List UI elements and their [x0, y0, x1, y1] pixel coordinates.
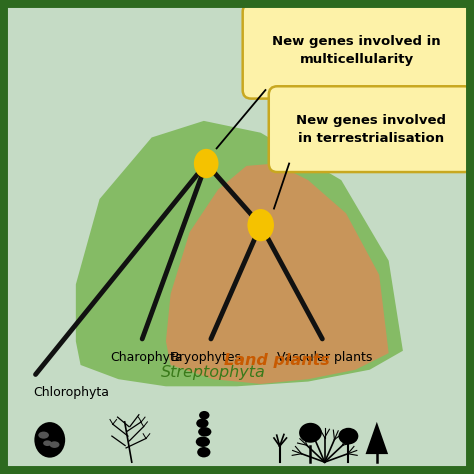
Polygon shape — [76, 121, 403, 386]
Text: Vascular plants: Vascular plants — [277, 351, 373, 364]
Ellipse shape — [38, 431, 49, 439]
FancyBboxPatch shape — [269, 86, 473, 172]
Ellipse shape — [338, 428, 358, 445]
Ellipse shape — [198, 427, 211, 437]
FancyBboxPatch shape — [243, 3, 471, 99]
Ellipse shape — [299, 423, 322, 443]
Ellipse shape — [197, 447, 210, 457]
Text: New genes involved
in terrestrialisation: New genes involved in terrestrialisation — [296, 114, 446, 145]
Ellipse shape — [196, 419, 209, 428]
Text: Streptophyta: Streptophyta — [161, 365, 265, 380]
Text: Land plants: Land plants — [224, 353, 330, 368]
Text: New genes involved in
multicellularity: New genes involved in multicellularity — [273, 36, 441, 66]
Ellipse shape — [247, 209, 274, 241]
Ellipse shape — [199, 411, 210, 419]
Ellipse shape — [196, 437, 210, 447]
Ellipse shape — [194, 149, 219, 178]
Ellipse shape — [49, 441, 60, 448]
Text: Chlorophyta: Chlorophyta — [33, 386, 109, 399]
Text: Bryophytes: Bryophytes — [171, 351, 242, 364]
Polygon shape — [166, 164, 389, 384]
Ellipse shape — [35, 422, 65, 458]
Text: Charophyta: Charophyta — [110, 351, 183, 364]
Ellipse shape — [43, 440, 52, 446]
Polygon shape — [365, 422, 388, 454]
